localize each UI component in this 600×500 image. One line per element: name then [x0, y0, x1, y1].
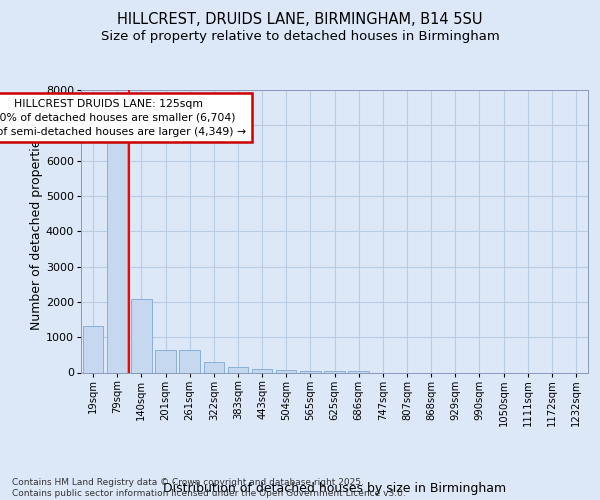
Bar: [324, 371, 345, 372]
Y-axis label: Number of detached properties: Number of detached properties: [30, 132, 43, 330]
Text: HILLCREST, DRUIDS LANE, BIRMINGHAM, B14 5SU: HILLCREST, DRUIDS LANE, BIRMINGHAM, B14 …: [117, 12, 483, 28]
Bar: [276, 370, 296, 372]
Bar: [227, 367, 248, 372]
Text: Contains HM Land Registry data © Crown copyright and database right 2025.
Contai: Contains HM Land Registry data © Crown c…: [12, 478, 406, 498]
Bar: [179, 350, 200, 372]
Bar: [252, 369, 272, 372]
Bar: [131, 299, 152, 372]
Text: HILLCREST DRUIDS LANE: 125sqm
← 60% of detached houses are smaller (6,704)
39% o: HILLCREST DRUIDS LANE: 125sqm ← 60% of d…: [0, 99, 247, 137]
Bar: [155, 350, 176, 372]
Bar: [203, 362, 224, 372]
Text: Size of property relative to detached houses in Birmingham: Size of property relative to detached ho…: [101, 30, 499, 43]
Bar: [300, 370, 320, 372]
Bar: [107, 138, 127, 372]
Bar: [83, 326, 103, 372]
X-axis label: Distribution of detached houses by size in Birmingham: Distribution of detached houses by size …: [163, 482, 506, 495]
